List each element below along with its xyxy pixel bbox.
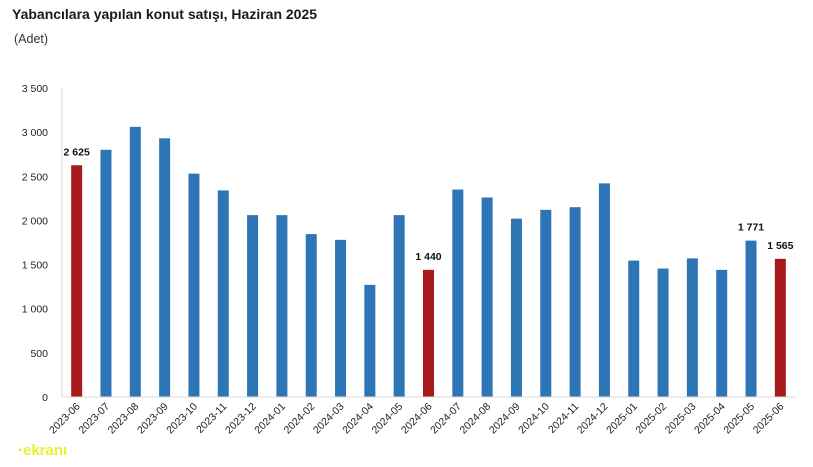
chart-subtitle: (Adet) bbox=[14, 32, 49, 46]
y-tick-label: 2 500 bbox=[22, 171, 48, 183]
data-label: 1 565 bbox=[767, 240, 793, 252]
bar-2025-04 bbox=[716, 269, 728, 397]
x-tick-label: 2023-12 bbox=[223, 401, 259, 437]
x-tick-label: 2024-07 bbox=[428, 401, 464, 437]
bar-2024-04 bbox=[364, 284, 376, 397]
y-tick-label: 3 000 bbox=[22, 127, 48, 139]
bar-2023-07 bbox=[100, 149, 112, 397]
bar-2023-06 bbox=[71, 165, 83, 397]
bar-2025-02 bbox=[657, 268, 669, 397]
x-tick-label: 2024-08 bbox=[458, 401, 494, 437]
x-tick-label: 2024-03 bbox=[311, 401, 347, 437]
bar-2024-12 bbox=[598, 183, 610, 397]
y-tick-label: 3 500 bbox=[22, 83, 48, 95]
x-axis: 2023-062023-072023-082023-092023-102023-… bbox=[47, 396, 795, 437]
x-tick-label: 2025-04 bbox=[692, 401, 728, 437]
y-tick-label: 0 bbox=[42, 392, 48, 404]
x-tick-label: 2024-02 bbox=[282, 401, 318, 437]
x-tick-label: 2024-01 bbox=[252, 401, 288, 437]
bar-2024-10 bbox=[540, 209, 552, 397]
data-label: 1 440 bbox=[415, 251, 441, 263]
x-tick-label: 2023-11 bbox=[194, 401, 229, 436]
bar-2024-09 bbox=[510, 218, 522, 397]
y-tick-label: 1 500 bbox=[22, 260, 48, 272]
bar-2024-07 bbox=[452, 189, 464, 397]
y-tick-label: 1 000 bbox=[22, 304, 48, 316]
bars bbox=[71, 126, 786, 398]
bar-2024-06 bbox=[423, 269, 434, 397]
x-tick-label: 2025-03 bbox=[663, 401, 699, 437]
x-tick-label: 2025-05 bbox=[721, 401, 757, 437]
bar-2024-08 bbox=[481, 197, 493, 397]
bar-2024-01 bbox=[276, 215, 288, 397]
y-tick-label: 2 000 bbox=[22, 215, 48, 227]
x-tick-label: 2024-12 bbox=[575, 401, 611, 437]
bar-2024-05 bbox=[393, 215, 405, 397]
x-tick-label: 2025-06 bbox=[751, 401, 787, 437]
watermark-text: ekranı bbox=[23, 442, 68, 459]
bar-2025-03 bbox=[686, 258, 698, 397]
x-tick-label: 2023-10 bbox=[164, 401, 200, 437]
bar-2024-03 bbox=[335, 239, 347, 397]
x-tick-label: 2024-04 bbox=[340, 401, 376, 437]
bar-2023-12 bbox=[247, 215, 259, 397]
bar-2023-11 bbox=[217, 190, 229, 397]
x-tick-label: 2025-02 bbox=[633, 401, 669, 437]
bar-2025-06 bbox=[774, 258, 786, 397]
bar-2023-10 bbox=[188, 173, 200, 397]
data-label: 1 771 bbox=[738, 222, 764, 234]
y-axis: 0 500 1 000 1 500 2 000 2 500 3 000 3 500 bbox=[22, 83, 63, 404]
bar-2023-08 bbox=[129, 126, 141, 398]
chart-title: Yabancılara yapılan konut satışı, Hazira… bbox=[12, 6, 318, 22]
x-tick-label: 2024-05 bbox=[370, 401, 406, 437]
x-tick-label: 2024-10 bbox=[516, 401, 552, 437]
x-tick-label: 2024-06 bbox=[399, 401, 435, 437]
x-tick-label: 2023-07 bbox=[76, 401, 112, 437]
watermark-logo: ·ekranı bbox=[18, 442, 68, 459]
bar-2025-05 bbox=[745, 240, 757, 397]
x-tick-label: 2023-08 bbox=[106, 401, 142, 437]
x-tick-label: 2023-06 bbox=[47, 401, 83, 437]
bar-2024-02 bbox=[305, 234, 317, 397]
x-tick-label: 2024-09 bbox=[487, 401, 523, 437]
y-tick-label: 500 bbox=[30, 348, 48, 360]
bar-2024-11 bbox=[569, 207, 581, 397]
bar-2023-09 bbox=[159, 138, 171, 397]
bar-2025-01 bbox=[628, 260, 640, 397]
x-tick-label: 2023-09 bbox=[135, 401, 171, 437]
data-label: 2 625 bbox=[64, 146, 90, 158]
x-tick-label: 2025-01 bbox=[604, 401, 640, 437]
